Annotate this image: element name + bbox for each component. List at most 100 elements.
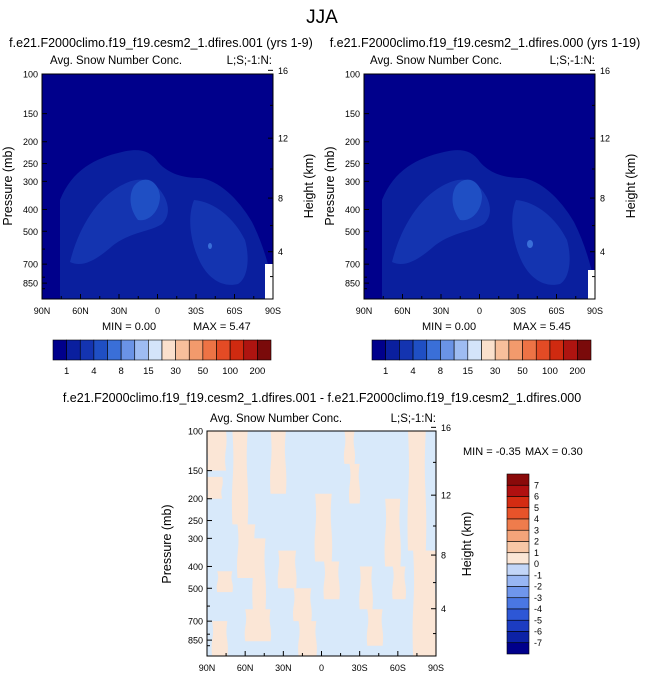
panel3-max: MAX = 0.30: [525, 446, 583, 458]
panel3-colorbar-label: -1: [534, 570, 542, 580]
panel1-colorbar-box: [148, 339, 163, 361]
panel3-colorbar-label: -7: [534, 638, 542, 648]
panel1-xtick-label: 90S: [265, 306, 281, 316]
panel1-ytick-label: 700: [23, 260, 38, 270]
panel1-left-label: Avg. Snow Number Conc.: [50, 55, 182, 67]
panel3-colorbar-label: 0: [534, 559, 539, 569]
panel2-htick-label: 12: [600, 134, 610, 144]
panel3-positive-regions: [206, 431, 437, 656]
panel2-min: MIN = 0.00: [422, 321, 476, 333]
panel1-colorbar-box: [134, 339, 149, 361]
panel1-colorbar-label: 4: [91, 366, 96, 377]
panel1-colorbar-label: 50: [198, 366, 209, 377]
panel2-colorbar-label: 15: [463, 366, 474, 377]
panel1-colorbar-box: [257, 339, 272, 361]
panel2-colorbar-box: [371, 339, 386, 361]
panel1-xtick-label: 60N: [72, 306, 89, 316]
panel1-colorbar-box: [52, 339, 67, 361]
panel1-right-axis: 16 12 8 4: [268, 66, 288, 278]
panel1-ytick-label: 300: [23, 177, 38, 187]
panel3-ytick-label: 100: [188, 427, 203, 437]
panel3-colorbar-label: 7: [534, 480, 539, 490]
panel1-ytick-label: 100: [23, 70, 38, 80]
panel1-colorbar-label: 30: [170, 366, 181, 377]
panel3-colorbar-label: -5: [534, 615, 542, 625]
panel3-colorbar-label: -4: [534, 604, 542, 614]
panel2-ylabel: Pressure (mb): [323, 146, 337, 225]
panel3-min: MIN = -0.35: [463, 446, 521, 458]
panel2-xtick-label: 90N: [356, 306, 373, 316]
panel3-colorbar-box: [506, 541, 530, 554]
panel2-contour-level-2: [392, 179, 570, 285]
panel1-title: f.e21.F2000climo.f19_f19.cesm2_1.dfires.…: [9, 36, 313, 50]
panel1-colorbar-label: 100: [222, 366, 238, 377]
panel3-colorbar-label: 3: [534, 525, 539, 535]
panel2-ytick-label: 700: [345, 260, 360, 270]
panel2-missing-corner: [588, 270, 595, 299]
panel3-colorbar-box: [506, 642, 530, 655]
panel2-xtick-label: 90S: [587, 306, 603, 316]
panel3-colorbar-box: [506, 518, 530, 531]
panel2-xtick-label: 60N: [394, 306, 411, 316]
panel3-colorbar-box: [506, 619, 530, 632]
panel3-colorbar-box: [506, 574, 530, 587]
panel1-ytick-label: 850: [23, 279, 38, 289]
panel3-colorbar-label: 1: [534, 548, 539, 558]
panel3-colorbar-box: [506, 529, 530, 542]
panel1-contour-level-3: [130, 179, 160, 221]
panel2-right-axis: 16 12 8 4: [590, 66, 610, 278]
panel-difference: f.e21.F2000climo.f19_f19.cesm2_1.dfires.…: [63, 391, 583, 673]
panel3-colorbar-box: [506, 631, 530, 644]
panel3-ytick-label: 250: [188, 516, 203, 526]
panel1-ylabel: Pressure (mb): [1, 146, 15, 225]
panel2-colorbar-label: 200: [569, 366, 585, 377]
panel2-colorbar-box: [577, 339, 592, 361]
panel3-ytick-label: 700: [188, 617, 203, 627]
panel2-title: f.e21.F2000climo.f19_f19.cesm2_1.dfires.…: [330, 36, 641, 50]
panel2-colorbar-label: 50: [517, 366, 528, 377]
panel2-colorbar-box: [440, 339, 455, 361]
panel1-ytick-label: 150: [23, 109, 38, 119]
panel2-colorbar-box: [385, 339, 400, 361]
panel3-positive-anomaly: [231, 431, 256, 578]
panel1-colorbar-box: [188, 339, 204, 361]
panel1-colorbar-label: 8: [118, 366, 123, 377]
panel3-htick-label: 4: [441, 604, 446, 614]
panel2-htick-label: 8: [600, 194, 605, 204]
panel3-ytick-label: 850: [188, 636, 203, 646]
panel2-htick-label: 16: [600, 66, 610, 76]
panel2-max: MAX = 5.45: [513, 321, 571, 333]
panel1-min: MIN = 0.00: [102, 321, 156, 333]
panel2-colorbar-box: [563, 339, 578, 361]
panel2-ytick-label: 850: [345, 279, 360, 289]
panel3-colorbar-box: [506, 496, 530, 509]
panel3-positive-anomaly: [407, 431, 437, 656]
panel2-bottom-axis: 90N 60N 30N 0 30S 60S 90S: [356, 294, 603, 316]
panel-control-run: f.e21.F2000climo.f19_f19.cesm2_1.dfires.…: [1, 36, 316, 377]
panel3-positive-anomaly: [293, 588, 317, 656]
panel3-positive-anomaly: [270, 431, 297, 589]
panel2-ytick-label: 150: [345, 109, 360, 119]
panel2-colorbar-label: 30: [490, 366, 501, 377]
panel3-colorbar-box: [506, 507, 530, 520]
panel3-colorbar-box: [506, 552, 530, 565]
panel3-right-label: L;S;-1:N:: [391, 413, 436, 425]
panel1-ytick-label: 500: [23, 227, 38, 237]
panel1-colorbar-label: 15: [143, 366, 154, 377]
panel3-title: f.e21.F2000climo.f19_f19.cesm2_1.dfires.…: [63, 391, 581, 405]
panel3-htick-label: 16: [441, 423, 451, 433]
panel2-colorbar-label: 8: [438, 366, 443, 377]
panel3-positive-anomaly: [206, 431, 227, 499]
panel3-colorbar-label: 5: [534, 503, 539, 513]
panel2-ytick-label: 200: [345, 137, 360, 147]
panel2-xtick-label: 0: [477, 306, 482, 316]
panel1-colorbar-label: 200: [249, 366, 265, 377]
panel1-right-label: L;S;-1:N:: [227, 55, 272, 67]
panel2-colorbar-box: [453, 339, 469, 361]
panel1-bottom-axis: 90N 60N 30N 0 30S 60S 90S: [34, 294, 281, 316]
panel3-colorbar-box: [506, 608, 530, 621]
panel2-colorbar-label: 1: [383, 366, 388, 377]
panel1-htick-label: 12: [278, 134, 288, 144]
panel1-xtick-label: 0: [155, 306, 160, 316]
